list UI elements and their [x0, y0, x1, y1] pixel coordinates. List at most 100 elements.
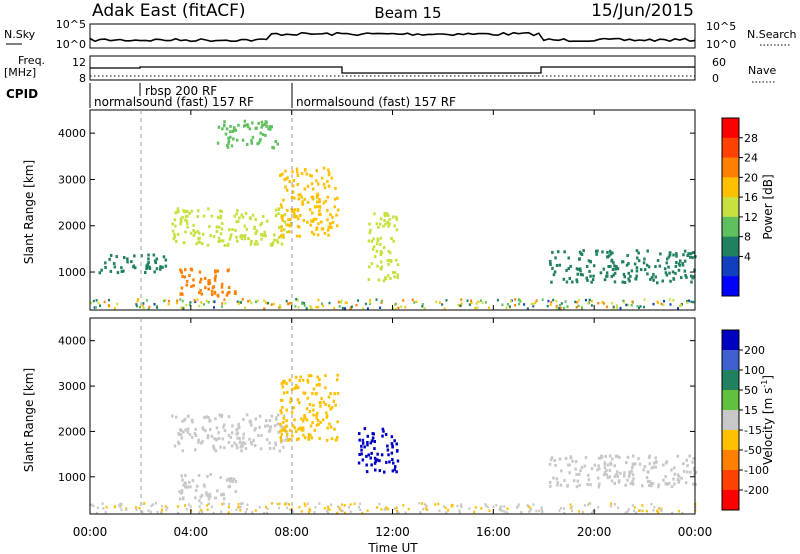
power-region-3 — [179, 267, 237, 298]
velocity-cell — [246, 508, 248, 511]
power-cell — [113, 307, 116, 310]
velocity-cell — [393, 439, 396, 443]
power-cell — [139, 305, 141, 309]
power-colorbar-tick-label-0: 28 — [744, 132, 758, 145]
power-cell — [647, 265, 651, 269]
power-cell — [345, 301, 348, 305]
velocity-cell — [285, 435, 289, 439]
power-cell — [176, 207, 180, 211]
velocity-cell — [498, 508, 501, 511]
power-cell — [246, 123, 249, 127]
power-cell — [379, 217, 383, 221]
power-cell — [367, 239, 371, 243]
power-cell — [202, 303, 205, 306]
power-cell — [293, 211, 296, 215]
velocity-cell — [359, 502, 361, 506]
power-cell — [314, 217, 318, 221]
power-cell — [322, 182, 326, 186]
velocity-cell — [685, 458, 688, 462]
power-cell — [686, 254, 689, 257]
power-cell — [242, 234, 246, 238]
power-cell — [376, 264, 379, 268]
power-cell — [692, 251, 695, 255]
power-cell — [393, 224, 396, 228]
power-cell — [382, 224, 385, 228]
velocity-cell — [336, 373, 339, 377]
power-cell — [415, 300, 418, 303]
power-cell — [164, 299, 167, 302]
power-cell — [386, 259, 390, 262]
velocity-cell — [203, 416, 206, 420]
velocity-cell — [276, 502, 279, 506]
velocity-label-end: ] — [761, 375, 775, 380]
power-cell — [257, 141, 261, 145]
velocity-cell — [194, 427, 197, 431]
velocity-cell — [386, 444, 389, 448]
power-cell — [607, 265, 610, 268]
power-cell — [183, 275, 186, 279]
velocity-cell — [210, 505, 213, 509]
power-cell — [234, 229, 237, 232]
power-cell — [223, 244, 227, 247]
velocity-cell — [177, 511, 180, 515]
velocity-cell — [193, 432, 197, 436]
velocity-cell — [396, 459, 400, 463]
velocity-cell — [90, 503, 93, 506]
power-cell — [558, 263, 562, 267]
power-cell — [274, 213, 278, 217]
velocity-cell — [266, 507, 269, 510]
power-cell — [212, 285, 216, 289]
velocity-cell — [374, 468, 377, 472]
power-cell — [677, 268, 681, 272]
velocity-cell — [649, 480, 652, 484]
velocity-cell — [614, 503, 616, 506]
velocity-cell — [495, 504, 498, 507]
velocity-cell — [643, 465, 647, 469]
power-cell — [690, 300, 693, 304]
power-cell — [372, 245, 376, 249]
power-cell — [681, 262, 684, 265]
velocity-cell — [283, 425, 287, 429]
velocity-cell — [366, 443, 369, 447]
velocity-cell — [220, 415, 223, 419]
power-cell — [391, 271, 395, 274]
power-cell — [250, 139, 253, 142]
power-cell — [196, 215, 199, 218]
power-cell — [380, 251, 384, 255]
power-cell — [382, 245, 386, 249]
velocity-cell — [289, 508, 292, 511]
velocity-cell — [242, 436, 245, 440]
power-cell — [311, 230, 314, 234]
power-cell — [263, 123, 266, 127]
velocity-cell — [197, 474, 201, 477]
power-cell — [672, 253, 675, 257]
velocity-cell — [214, 449, 218, 453]
power-cell — [636, 256, 639, 260]
power-cell — [460, 298, 463, 301]
power-cell — [181, 215, 184, 219]
power-cell — [393, 275, 396, 279]
power-cell — [274, 140, 277, 143]
velocity-cell — [631, 480, 634, 483]
power-cell — [675, 254, 678, 258]
power-cell — [260, 125, 263, 129]
velocity-cell — [182, 430, 185, 434]
velocity-cell — [318, 378, 321, 382]
velocity-cell — [277, 430, 280, 434]
velocity-cell — [631, 504, 634, 507]
velocity-cell — [300, 510, 303, 513]
power-cell — [244, 306, 247, 309]
power-cell — [287, 218, 290, 222]
power-cell — [285, 299, 288, 303]
power-cell — [663, 299, 665, 303]
power-cell — [207, 287, 210, 291]
time-axis: 00:00 04:00 08:00 12:00 16:00 20:00 00:00 — [73, 110, 712, 539]
velocity-cell — [293, 418, 296, 422]
velocity-cell — [569, 503, 572, 506]
velocity-cell — [654, 465, 658, 469]
velocity-cell — [189, 485, 192, 489]
velocity-cell — [361, 438, 365, 442]
velocity-cell — [210, 434, 214, 438]
power-cell — [104, 261, 107, 265]
freq-frame — [89, 55, 696, 81]
